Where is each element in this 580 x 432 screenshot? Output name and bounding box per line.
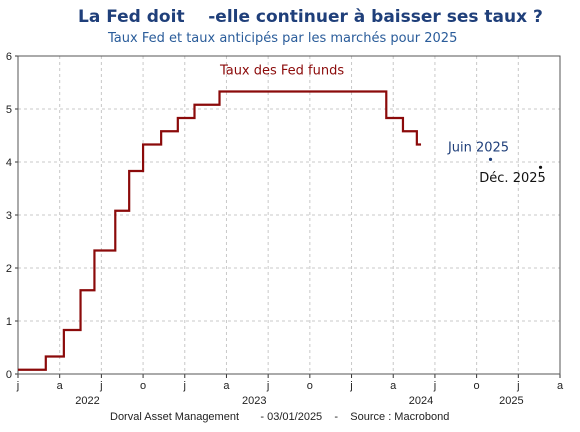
year-label: 2022	[75, 395, 99, 407]
fed-funds-series-line	[18, 90, 422, 371]
x-tick-label: a	[57, 380, 64, 392]
expectation-label-juin-2025: Juin 2025	[447, 140, 509, 155]
x-tick-label: j	[433, 380, 436, 392]
year-label: 2025	[499, 395, 523, 407]
expectation-point-juin-2025	[488, 157, 493, 161]
x-tick-label: a	[557, 380, 564, 392]
chart-subtitle: Taux Fed et taux anticipés par les march…	[108, 31, 458, 46]
y-tick-label: 0	[6, 369, 12, 381]
y-tick-label: 3	[6, 210, 12, 222]
y-tick-label: 6	[6, 51, 12, 63]
x-tick-label: j	[349, 380, 352, 392]
series-label: Taux des Fed funds	[219, 64, 344, 79]
y-tick-label: 4	[6, 157, 12, 169]
x-tick-label: o	[307, 380, 313, 392]
x-tick-label: o	[140, 380, 146, 392]
expectation-label-dec-2025: Déc. 2025	[479, 171, 546, 186]
x-tick-label: j	[266, 380, 269, 392]
x-tick-label: j	[183, 380, 186, 392]
x-tick-label: a	[390, 380, 397, 392]
chart-title: La Fed doit -elle continuer à baisser se…	[78, 7, 543, 27]
y-tick-label: 5	[6, 104, 12, 116]
year-label: 2023	[242, 395, 266, 407]
source-footer: Dorval Asset Management - 03/01/2025 - S…	[110, 411, 450, 423]
plot-frame	[17, 55, 561, 375]
x-tick-label: o	[474, 380, 480, 392]
x-tick-label: a	[223, 380, 230, 392]
x-tick-label: j	[16, 380, 19, 392]
y-tick-label: 1	[6, 316, 12, 328]
y-tick-label: 2	[6, 263, 12, 275]
expectation-point-dec-2025	[538, 165, 543, 169]
year-label: 2024	[409, 395, 433, 407]
x-tick-label: j	[99, 380, 102, 392]
x-tick-label: j	[516, 380, 519, 392]
